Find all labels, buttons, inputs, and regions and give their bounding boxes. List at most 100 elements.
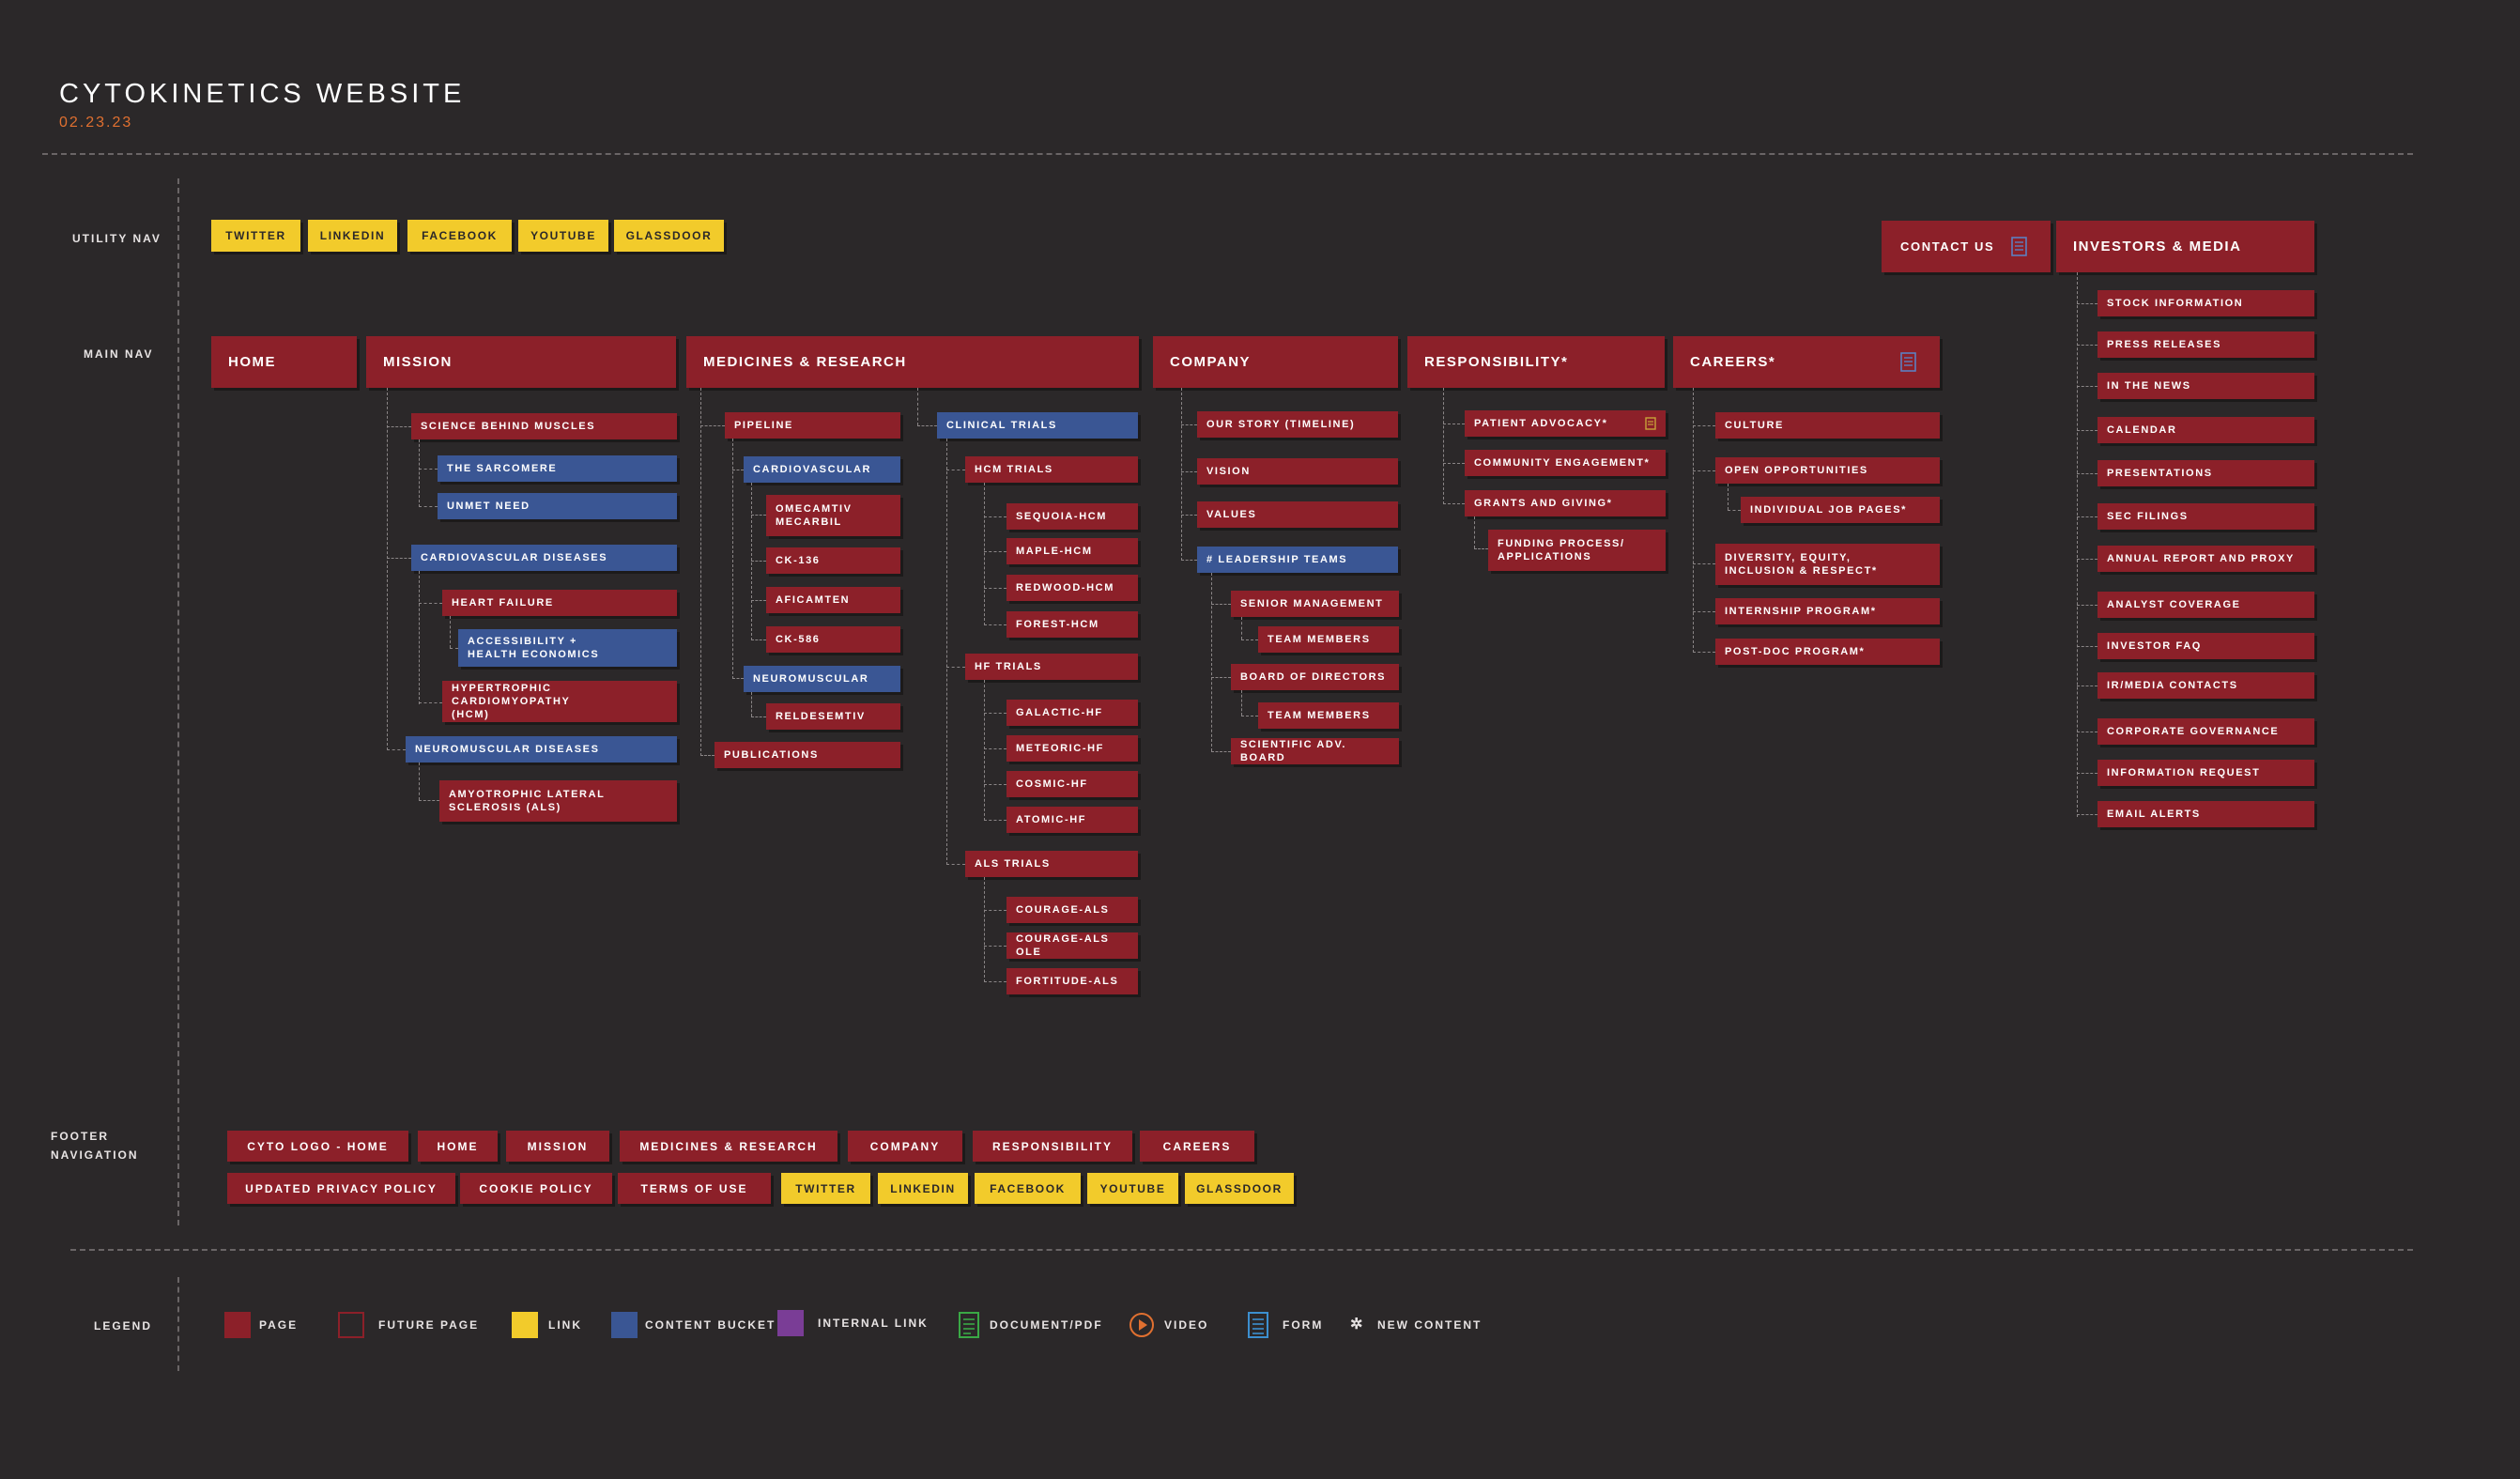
nav-als[interactable]: AMYOTROPHIC LATERAL SCLEROSIS (ALS) [439, 780, 677, 822]
footer-nav-label: FOOTER NAVIGATION [51, 1130, 139, 1162]
nav-post-doc-program[interactable]: POST-DOC PROGRAM* [1715, 639, 1940, 665]
legend-swatch-link [512, 1312, 538, 1338]
nav-our-story[interactable]: OUR STORY (TIMELINE) [1197, 411, 1398, 438]
nav-investors-item[interactable]: IN THE NEWS [2097, 373, 2314, 399]
nav-funding-process[interactable]: FUNDING PROCESS/ APPLICATIONS [1488, 530, 1666, 571]
nav-responsibility[interactable]: RESPONSIBILITY* [1407, 336, 1665, 388]
nav-board-of-directors[interactable]: BOARD OF DIRECTORS [1231, 664, 1399, 690]
nav-aficamten[interactable]: AFICAMTEN [766, 587, 900, 613]
form-icon [2011, 237, 2027, 256]
footer-home[interactable]: HOME [418, 1131, 498, 1162]
nav-courage-als[interactable]: COURAGE-ALS [1006, 897, 1138, 923]
nav-als-trials[interactable]: ALS TRIALS [965, 851, 1138, 877]
nav-investors-item[interactable]: PRESS RELEASES [2097, 331, 2314, 358]
footer-link-glassdoor[interactable]: GLASSDOOR [1185, 1173, 1294, 1204]
utility-link-twitter[interactable]: TWITTER [211, 220, 300, 252]
nav-patient-advocacy[interactable]: PATIENT ADVOCACY* [1465, 410, 1666, 437]
legend-label-page: PAGE [259, 1318, 299, 1332]
nav-investors-item[interactable]: ANNUAL REPORT AND PROXY [2097, 546, 2314, 572]
nav-culture[interactable]: CULTURE [1715, 412, 1940, 439]
nav-clinical-trials: CLINICAL TRIALS [937, 412, 1138, 439]
nav-investors-item[interactable]: SEC FILINGS [2097, 503, 2314, 530]
nav-senior-management[interactable]: SENIOR MANAGEMENT [1231, 591, 1399, 617]
footer-responsibility[interactable]: RESPONSIBILITY [973, 1131, 1132, 1162]
nav-cosmic-hf[interactable]: COSMIC-HF [1006, 771, 1138, 797]
footer-company[interactable]: COMPANY [848, 1131, 962, 1162]
tree-line [1443, 503, 1465, 504]
nav-team-members-board[interactable]: TEAM MEMBERS [1258, 702, 1399, 729]
nav-investors-item[interactable]: INFORMATION REQUEST [2097, 760, 2314, 786]
tree-line [1241, 639, 1258, 640]
nav-mission[interactable]: MISSION [366, 336, 676, 388]
nav-careers[interactable]: CAREERS* [1673, 336, 1940, 388]
nav-grants-and-giving[interactable]: GRANTS AND GIVING* [1465, 490, 1666, 516]
nav-publications[interactable]: PUBLICATIONS [715, 742, 900, 768]
tree-line [984, 820, 1006, 821]
nav-sequoia-hcm[interactable]: SEQUOIA-HCM [1006, 503, 1138, 530]
nav-ck-136[interactable]: CK-136 [766, 547, 900, 574]
nav-pipeline[interactable]: PIPELINE [725, 412, 900, 439]
nav-investors-item[interactable]: PRESENTATIONS [2097, 460, 2314, 486]
nav-values[interactable]: VALUES [1197, 501, 1398, 528]
nav-home[interactable]: HOME [211, 336, 357, 388]
tree-line [984, 516, 1006, 517]
nav-community-engagement[interactable]: COMMUNITY ENGAGEMENT* [1465, 450, 1666, 476]
nav-meteoric-hf[interactable]: METEORIC-HF [1006, 735, 1138, 762]
nav-company[interactable]: COMPANY [1153, 336, 1398, 388]
nav-investors-item[interactable]: EMAIL ALERTS [2097, 801, 2314, 827]
footer-link-linkedin[interactable]: LINKEDIN [878, 1173, 968, 1204]
utility-link-glassdoor[interactable]: GLASSDOOR [614, 220, 724, 252]
nav-investors-item[interactable]: INVESTOR FAQ [2097, 633, 2314, 659]
nav-investors-media[interactable]: INVESTORS & MEDIA [2056, 221, 2314, 272]
nav-individual-job-pages[interactable]: INDIVIDUAL JOB PAGES* [1741, 497, 1940, 523]
nav-investors-item[interactable]: ANALYST COVERAGE [2097, 592, 2314, 618]
footer-link-twitter[interactable]: TWITTER [781, 1173, 870, 1204]
nav-courage-als-ole[interactable]: COURAGE-ALS OLE [1006, 932, 1138, 959]
footer-cookie-policy[interactable]: COOKIE POLICY [460, 1173, 612, 1204]
footer-privacy-policy[interactable]: UPDATED PRIVACY POLICY [227, 1173, 455, 1204]
nav-investors-item[interactable]: CALENDAR [2097, 417, 2314, 443]
nav-scientific-adv-board[interactable]: SCIENTIFIC ADV. BOARD [1231, 738, 1399, 764]
footer-terms-of-use[interactable]: TERMS OF USE [618, 1173, 771, 1204]
document-pdf-icon [1645, 417, 1656, 430]
footer-mission[interactable]: MISSION [506, 1131, 609, 1162]
nav-medicines-research[interactable]: MEDICINES & RESEARCH [686, 336, 1139, 388]
tree-line [1728, 484, 1729, 510]
footer-link-facebook[interactable]: FACEBOOK [975, 1173, 1081, 1204]
nav-diversity-equity[interactable]: DIVERSITY, EQUITY, INCLUSION & RESPECT* [1715, 544, 1940, 585]
nav-galactic-hf[interactable]: GALACTIC-HF [1006, 700, 1138, 726]
nav-investors-item[interactable]: IR/MEDIA CONTACTS [2097, 672, 2314, 699]
nav-ck-586[interactable]: CK-586 [766, 626, 900, 653]
nav-heart-failure[interactable]: HEART FAILURE [442, 590, 677, 616]
footer-cyto-logo-home[interactable]: CYTO LOGO - HOME [227, 1131, 408, 1162]
nav-investors-item[interactable]: STOCK INFORMATION [2097, 290, 2314, 316]
nav-atomic-hf[interactable]: ATOMIC-HF [1006, 807, 1138, 833]
nav-team-members-senior[interactable]: TEAM MEMBERS [1258, 626, 1399, 653]
nav-omecamtiv-mecarbil[interactable]: OMECAMTIV MECARBIL [766, 495, 900, 536]
nav-redwood-hcm[interactable]: REDWOOD-HCM [1006, 575, 1138, 601]
utility-link-facebook[interactable]: FACEBOOK [407, 220, 512, 252]
nav-fortitude-als[interactable]: FORTITUDE-ALS [1006, 968, 1138, 994]
nav-open-opportunities[interactable]: OPEN OPPORTUNITIES [1715, 457, 1940, 484]
nav-reldesemtiv[interactable]: RELDESEMTIV [766, 703, 900, 730]
tree-line [1693, 425, 1715, 426]
nav-hf-trials[interactable]: HF TRIALS [965, 654, 1138, 680]
contact-us-button[interactable]: CONTACT US [1882, 221, 2051, 272]
tree-line [1728, 510, 1741, 511]
utility-link-youtube[interactable]: YOUTUBE [518, 220, 608, 252]
nav-hcm[interactable]: HYPERTROPHIC CARDIOMYOPATHY (HCM) [442, 681, 677, 722]
nav-hcm-trials[interactable]: HCM TRIALS [965, 456, 1138, 483]
nav-forest-hcm[interactable]: FOREST-HCM [1006, 611, 1138, 638]
nav-maple-hcm[interactable]: MAPLE-HCM [1006, 538, 1138, 564]
footer-careers[interactable]: CAREERS [1140, 1131, 1254, 1162]
footer-link-youtube[interactable]: YOUTUBE [1087, 1173, 1178, 1204]
nav-vision[interactable]: VISION [1197, 458, 1398, 485]
nav-science-behind-muscles[interactable]: SCIENCE BEHIND MUSCLES [411, 413, 677, 439]
utility-link-linkedin[interactable]: LINKEDIN [308, 220, 397, 252]
tree-line [984, 713, 1006, 714]
header-divider [42, 153, 2413, 155]
footer-medicines-research[interactable]: MEDICINES & RESEARCH [620, 1131, 837, 1162]
nav-unmet-need: UNMET NEED [438, 493, 677, 519]
nav-investors-item[interactable]: CORPORATE GOVERNANCE [2097, 718, 2314, 745]
nav-internship-program[interactable]: INTERNSHIP PROGRAM* [1715, 598, 1940, 624]
